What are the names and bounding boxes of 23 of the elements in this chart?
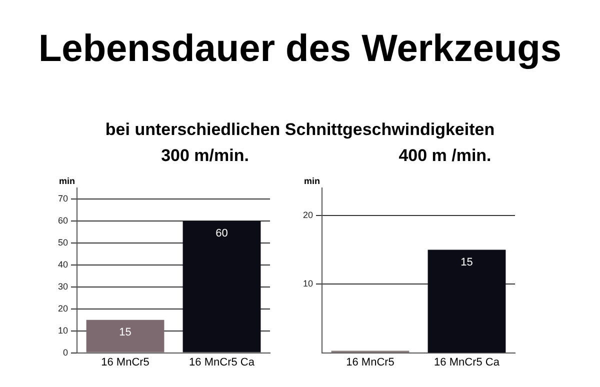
x-tick-label: 16 MnCr5 (346, 356, 394, 368)
y-tick-label: 0 (62, 347, 68, 358)
x-tick-label: 16 MnCr5 (101, 356, 150, 368)
y-axis-title: min (304, 176, 320, 186)
data-label: 15 (460, 256, 473, 268)
y-tick-label: 50 (58, 237, 68, 248)
chart-subtitle: bei unterschiedlichen Schnittgeschwindigkeiten (104, 120, 496, 140)
y-tick-label: 10 (302, 278, 314, 289)
text: 300 m/min. (160, 146, 250, 166)
y-tick-label: 60 (58, 215, 68, 226)
y-tick-label: 70 (58, 193, 68, 204)
y-tick-label: 40 (58, 259, 68, 270)
y-axis-title: min (58, 176, 76, 186)
x-tick-label: 16 MnCr5 Ca (434, 356, 500, 368)
y-tick-label: 20 (58, 303, 68, 314)
y-tick-label: 30 (58, 281, 68, 292)
chart-title: Lebensdauer des Werkzeugs (37, 28, 563, 71)
y-tick-label: 10 (58, 325, 68, 336)
y-tick-label: 20 (302, 210, 314, 220)
chart-title: 400 m /min. (398, 146, 492, 166)
data-label: 15 (119, 326, 132, 338)
data-label: 60 (216, 227, 228, 240)
x-tick-label: 16 MnCr5 Ca (189, 356, 256, 368)
